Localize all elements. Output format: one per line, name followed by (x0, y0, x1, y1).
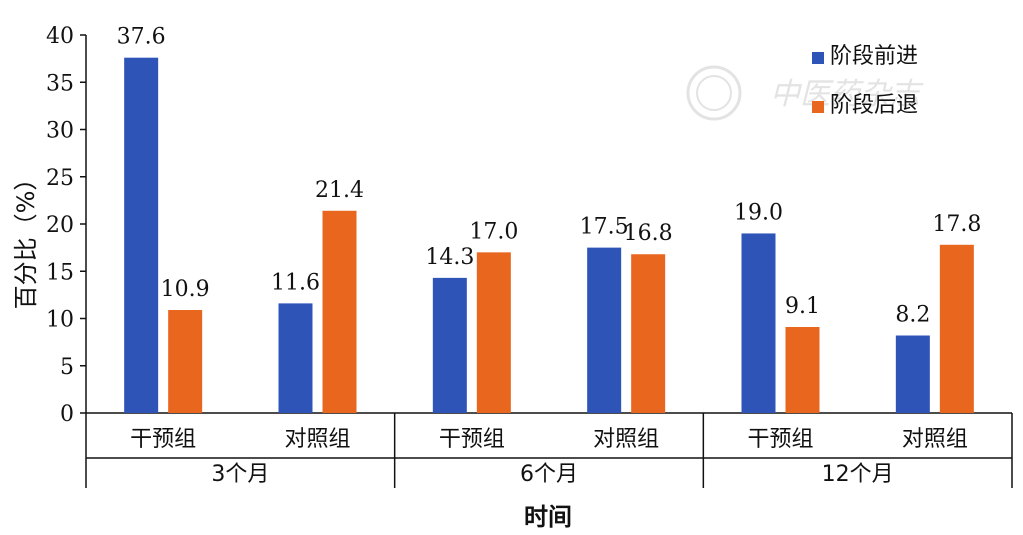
bar-value-label: 37.6 (117, 25, 166, 50)
y-tick-label: 5 (60, 355, 74, 380)
watermark-text: 中医药杂志 (770, 77, 924, 112)
y-tick-label: 25 (46, 166, 74, 191)
bar-regress (168, 309, 203, 413)
bar-value-label: 11.6 (271, 270, 320, 295)
category-label: 干预组 (130, 427, 196, 452)
legend-label: 阶段后退 (830, 93, 918, 118)
bar-advance (741, 233, 776, 413)
data-labels: 37.6 10.9 11.6 21.4 14.317.0 17.516.8 19.0 9.1 8… (117, 25, 982, 328)
y-tick-label: 40 (46, 24, 74, 49)
bar-value-label: 9.1 (785, 294, 820, 319)
bar-value-label: 14.3 (425, 245, 474, 270)
bar-regress (476, 252, 511, 413)
y-tick-label: 15 (46, 260, 74, 285)
bar-regress (631, 254, 666, 413)
category-label: 对照组 (593, 427, 659, 452)
group-label: 3个月 (211, 462, 269, 487)
watermark-seal-icon (686, 65, 742, 121)
bar-value-label: 10.9 (161, 277, 210, 302)
legend-swatch (812, 101, 824, 113)
bar-value-label: 8.2 (895, 303, 930, 328)
watermark: 中医药杂志 (686, 65, 924, 121)
y-tick-label: 20 (46, 213, 74, 238)
y-tick-label: 10 (46, 308, 74, 333)
x-axis-title: 时间 (524, 503, 572, 531)
bar-advance (895, 335, 930, 413)
bar-value-label: 21.4 (315, 178, 364, 203)
watermark-seal-inner-icon (696, 75, 732, 111)
y-tick-label: 30 (46, 119, 74, 144)
bar-regress (322, 210, 357, 413)
group-label: 6个月 (520, 462, 578, 487)
bar-advance (432, 277, 467, 413)
bar-advance (587, 247, 622, 413)
y-tick-label: 35 (46, 71, 74, 96)
bar-advance (124, 57, 159, 414)
bar-value-label: 17.0 (469, 219, 518, 244)
legend-swatch (812, 52, 824, 64)
bars (124, 57, 974, 414)
bar-value-label: 16.8 (624, 221, 673, 246)
bar-value-label: 17.5 (580, 215, 629, 240)
category-label: 干预组 (747, 427, 813, 452)
y-tick-label: 0 (60, 402, 74, 427)
legend-label: 阶段前进 (830, 44, 918, 69)
category-label: 对照组 (902, 427, 968, 452)
bar-regress (785, 327, 820, 413)
bar-value-label: 19.0 (734, 200, 783, 225)
bar-advance (278, 303, 313, 413)
bar-value-label: 17.8 (932, 212, 981, 237)
bar-regress (939, 244, 974, 413)
group-label: 12个月 (822, 462, 894, 487)
y-axis-title: 百分比（%） (12, 167, 40, 310)
category-label: 干预组 (439, 427, 505, 452)
category-label: 对照组 (284, 427, 350, 452)
axes: 0 5 10 15 20 25 30 35 40 (46, 24, 1013, 488)
